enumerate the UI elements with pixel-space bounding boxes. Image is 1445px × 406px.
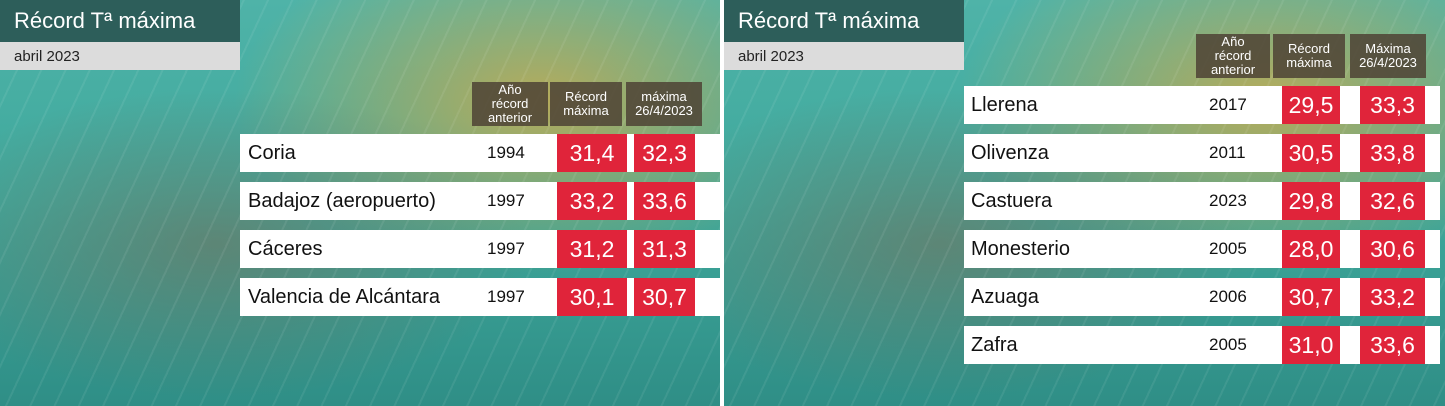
table-row: Zafra 2005 31,0 33,6 — [964, 326, 1440, 364]
header-line: Récord — [1288, 41, 1330, 56]
column-header: máxima 26/4/2023 — [626, 82, 702, 126]
record-value: 31,0 — [1282, 326, 1340, 364]
record-year: 1997 — [487, 191, 525, 210]
max-value: 31,3 — [634, 230, 695, 268]
record-year: 2017 — [1209, 95, 1247, 114]
max-value: 32,3 — [634, 134, 695, 172]
max-value: 33,3 — [1360, 86, 1425, 124]
header-line: anterior — [487, 110, 533, 125]
header-line: récord — [1214, 48, 1252, 63]
header-line: Año — [1221, 34, 1245, 49]
header-line: Récord — [565, 89, 607, 104]
column-header: Año récord anterior — [1196, 34, 1270, 78]
record-year: 2005 — [1209, 239, 1247, 258]
panel-subtitle: abril 2023 — [724, 42, 964, 70]
column-header: Récord máxima — [1273, 34, 1345, 78]
header-line: 26/4/2023 — [1359, 55, 1417, 70]
header-line: anterior — [1210, 62, 1256, 77]
panel-title: Récord Tª máxima — [724, 0, 964, 42]
header-line: Máxima — [1365, 41, 1411, 56]
record-value: 29,5 — [1282, 86, 1340, 124]
max-value: 33,6 — [634, 182, 695, 220]
record-year: 2005 — [1209, 335, 1247, 354]
record-value: 28,0 — [1282, 230, 1340, 268]
table-row: Cáceres 1997 31,2 31,3 — [240, 230, 720, 268]
table-row: Olivenza 2011 30,5 33,8 — [964, 134, 1440, 172]
record-value: 33,2 — [557, 182, 627, 220]
max-value: 32,6 — [1360, 182, 1425, 220]
station-name: Badajoz (aeropuerto) — [248, 189, 436, 212]
header-line: 26/4/2023 — [635, 103, 693, 118]
column-header: Máxima 26/4/2023 — [1350, 34, 1426, 78]
record-value: 31,4 — [557, 134, 627, 172]
header-line: máxima — [563, 103, 609, 118]
table-row: Llerena 2017 29,5 33,3 — [964, 86, 1440, 124]
station-name: Castuera — [971, 189, 1053, 212]
station-name: Valencia de Alcántara — [248, 285, 440, 308]
column-header: Año récord anterior — [472, 82, 548, 126]
panel: Récord Tª máxima abril 2023 Año récord anter… — [724, 0, 1445, 406]
station-name: Cáceres — [248, 237, 323, 260]
record-year: 2023 — [1209, 191, 1247, 210]
table-row: Monesterio 2005 28,0 30,6 — [964, 230, 1440, 268]
record-year: 1997 — [487, 239, 525, 258]
record-value: 29,8 — [1282, 182, 1340, 220]
table-row: Castuera 2023 29,8 32,6 — [964, 182, 1440, 220]
header-line: máxima — [641, 89, 687, 104]
max-value: 33,2 — [1360, 278, 1425, 316]
record-year: 1997 — [487, 287, 525, 306]
station-name: Monesterio — [971, 237, 1070, 260]
record-year: 2011 — [1209, 143, 1246, 162]
table-row: Valencia de Alcántara 1997 30,1 30,7 — [240, 278, 720, 316]
max-value: 30,6 — [1360, 230, 1425, 268]
record-year: 1994 — [487, 143, 525, 162]
panel-subtitle: abril 2023 — [0, 42, 240, 70]
record-year: 2006 — [1209, 287, 1247, 306]
record-value: 30,5 — [1282, 134, 1340, 172]
header-line: récord — [491, 96, 529, 111]
station-name: Azuaga — [971, 285, 1039, 308]
table-row: Azuaga 2006 30,7 33,2 — [964, 278, 1440, 316]
station-name: Llerena — [971, 93, 1038, 116]
table-row: Badajoz (aeropuerto) 1997 33,2 33,6 — [240, 182, 720, 220]
record-value: 30,1 — [557, 278, 627, 316]
header-line: máxima — [1286, 55, 1332, 70]
max-value: 33,6 — [1360, 326, 1425, 364]
station-name: Coria — [248, 141, 296, 164]
max-value: 33,8 — [1360, 134, 1425, 172]
station-name: Olivenza — [971, 141, 1049, 164]
station-name: Zafra — [971, 333, 1018, 356]
max-value: 30,7 — [634, 278, 695, 316]
panel-title: Récord Tª máxima — [0, 0, 240, 42]
panel: Récord Tª máxima abril 2023 Año récord anter… — [0, 0, 720, 406]
header-line: Año — [498, 82, 522, 97]
record-value: 30,7 — [1282, 278, 1340, 316]
record-value: 31,2 — [557, 230, 627, 268]
column-header: Récord máxima — [550, 82, 622, 126]
table-row: Coria 1994 31,4 32,3 — [240, 134, 720, 172]
